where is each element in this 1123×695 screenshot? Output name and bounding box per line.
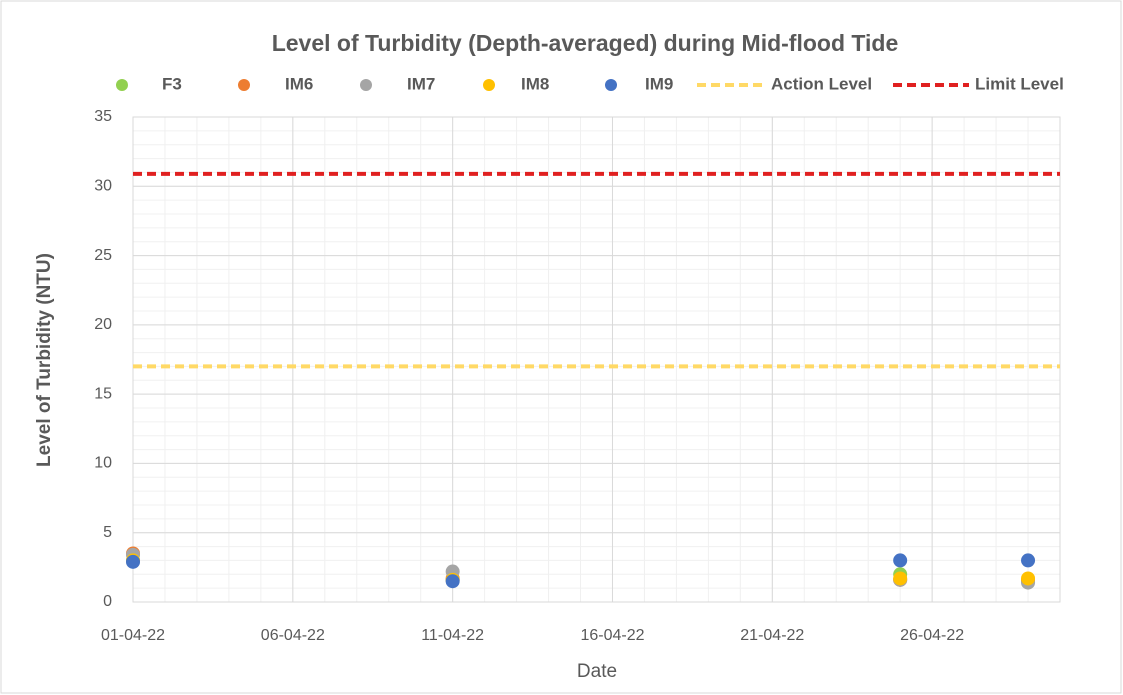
y-tick-label: 20 [94,316,112,333]
legend-swatch [116,79,128,91]
x-tick-label: 21-04-22 [740,627,804,644]
y-tick-label: 10 [94,455,112,472]
y-tick-label: 30 [94,178,112,195]
data-point [893,571,908,586]
chart-title: Level of Turbidity (Depth-averaged) duri… [272,30,899,56]
y-tick-label: 35 [94,108,112,125]
y-tick-label: 25 [94,247,112,264]
y-tick-label: 0 [103,593,112,610]
x-tick-label: 06-04-22 [261,627,325,644]
legend-label: Action Level [771,74,872,93]
legend-swatch [238,79,250,91]
legend-label: F3 [162,74,182,93]
x-tick-label: 11-04-22 [421,627,484,644]
legend-label: IM7 [407,74,435,93]
data-point [1021,553,1036,568]
y-tick-label: 15 [94,385,112,402]
y-axis-label: Level of Turbidity (NTU) [34,253,55,467]
data-point [445,574,460,589]
legend-label: IM9 [645,74,673,93]
legend-swatch [483,79,495,91]
x-tick-label: 16-04-22 [580,627,644,644]
legend-label: IM8 [521,74,549,93]
legend-label: IM6 [285,74,313,93]
data-point [1021,571,1036,586]
data-point [126,554,140,569]
x-tick-label: 01-04-22 [101,627,165,644]
legend-label: Limit Level [975,74,1064,93]
plot-border [132,116,1061,603]
x-axis-label: Date [577,661,617,682]
data-point [893,553,908,568]
y-tick-label: 5 [103,524,112,541]
legend-swatch [605,79,617,91]
legend-swatch [360,79,372,91]
x-tick-label: 26-04-22 [900,627,964,644]
